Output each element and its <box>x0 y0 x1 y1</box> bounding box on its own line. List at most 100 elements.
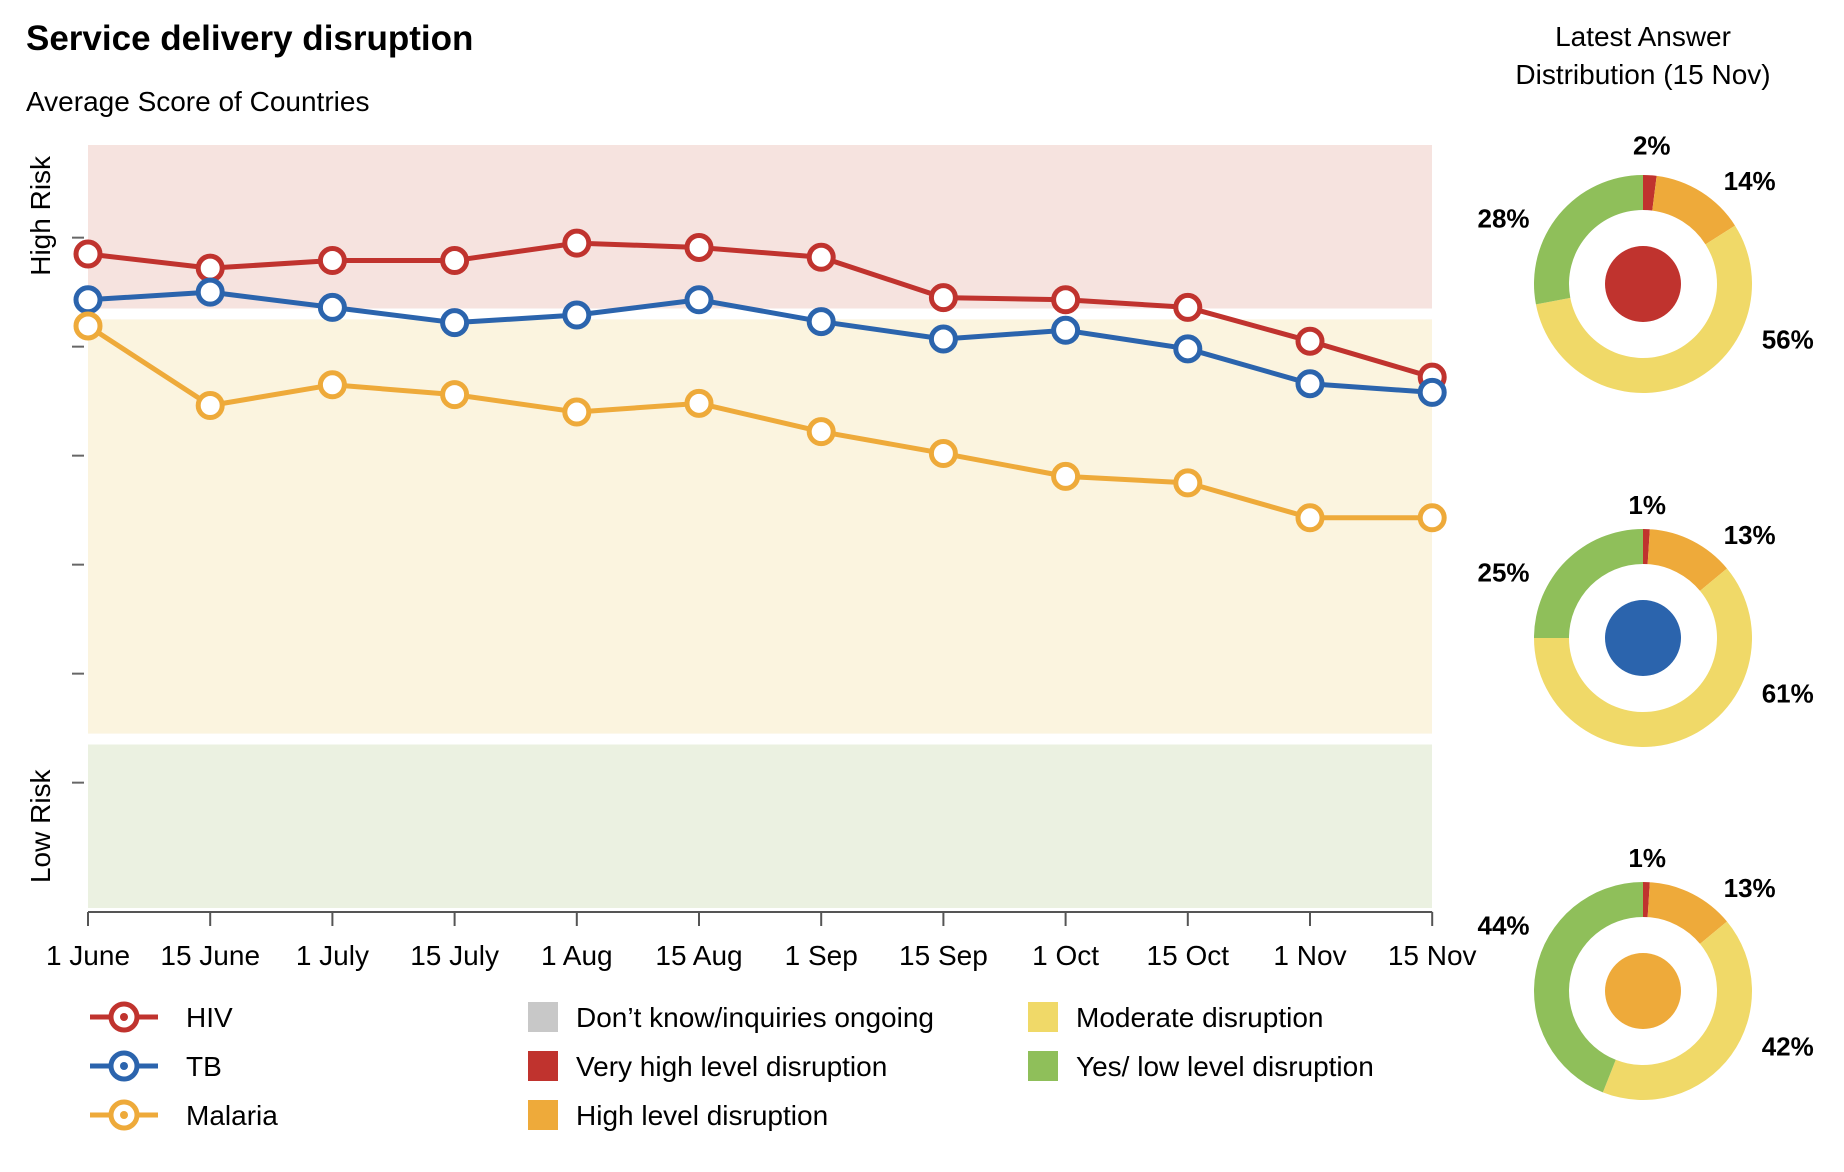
donut-slice <box>1602 921 1752 1100</box>
legend-swatch <box>1028 1002 1058 1032</box>
donut-slice-label: 1% <box>1628 843 1666 873</box>
data-point-tb <box>73 285 103 315</box>
data-point-malaria <box>928 438 958 468</box>
donut-slice-label: 28% <box>1478 204 1530 234</box>
data-point-tb <box>1173 334 1203 364</box>
data-point-hiv <box>195 253 225 283</box>
data-point-hiv <box>806 242 836 272</box>
x-tick-label: 1 Oct <box>1032 940 1099 971</box>
donut-center-tb <box>1605 600 1681 676</box>
donut-title: Latest Answer Distribution (15 Nov) <box>1515 21 1770 90</box>
donut-charts: 2% 14% 56% 28% 1% 13% 61% 25% 1% 13% 42% 44% <box>1478 130 1814 1100</box>
legend-swatch <box>528 1002 558 1032</box>
legend-label: Very high level disruption <box>576 1051 887 1082</box>
data-point-tb <box>562 300 592 330</box>
data-point-tb <box>195 277 225 307</box>
series-line-malaria <box>86 323 1433 521</box>
legend: HIV TB Malaria Don’t know/inquiries ongoing… <box>90 1001 1374 1131</box>
donut-slice <box>1534 882 1643 1093</box>
data-point-hiv <box>562 228 592 258</box>
data-point-hiv <box>928 283 958 313</box>
legend-swatch <box>1028 1051 1058 1081</box>
data-point-hiv <box>440 246 470 276</box>
x-tick-label: 15 July <box>410 940 499 971</box>
x-tick-label: 1 Aug <box>541 940 613 971</box>
legend-label: Malaria <box>186 1100 278 1131</box>
donut-slice <box>1643 529 1650 565</box>
data-point-malaria <box>562 397 592 427</box>
data-point-hiv <box>1051 285 1081 315</box>
x-tick-label: 1 Sep <box>785 940 858 971</box>
data-point-malaria <box>1173 468 1203 498</box>
donut-center-hiv <box>1605 246 1681 322</box>
x-tick-label: 15 Aug <box>655 940 742 971</box>
y-axis: High Risk Low Risk <box>25 155 84 883</box>
x-tick-label: 1 June <box>46 940 130 971</box>
legend-label: HIV <box>186 1002 233 1033</box>
x-tick-label: 15 June <box>160 940 260 971</box>
x-axis: 1 June 15 June 1 July 15 July 1 Aug 15 Aug 1 S… <box>46 911 1477 971</box>
donut-slice <box>1534 175 1643 305</box>
x-tick-label: 15 Oct <box>1147 940 1230 971</box>
y-zone-label: High Risk <box>25 155 56 276</box>
donut-slice <box>1647 882 1727 944</box>
donut-slice <box>1535 225 1752 393</box>
legend-label: Yes/ low level disruption <box>1076 1051 1374 1082</box>
donut-slice-label: 1% <box>1628 490 1666 520</box>
donut-title-line: Latest Answer <box>1555 21 1731 52</box>
donut-slice-label: 61% <box>1762 678 1814 708</box>
data-point-tb <box>1051 315 1081 345</box>
data-point-hiv <box>317 246 347 276</box>
donut-slice <box>1643 882 1650 918</box>
data-point-tb <box>1295 369 1325 399</box>
data-point-malaria <box>1417 503 1447 533</box>
legend-marker-dot <box>120 1111 128 1119</box>
donut-slice-label: 42% <box>1762 1031 1814 1061</box>
legend-label: Moderate disruption <box>1076 1002 1323 1033</box>
data-point-malaria <box>1051 461 1081 491</box>
x-tick-label: 15 Nov <box>1388 940 1477 971</box>
y-zone-label: Low Risk <box>25 768 56 883</box>
legend-label: Don’t know/inquiries ongoing <box>576 1002 934 1033</box>
donut-slice <box>1534 529 1643 638</box>
series-lines <box>73 228 1447 533</box>
donut-slice-label: 56% <box>1762 324 1814 354</box>
risk-zone-band <box>88 319 1432 734</box>
donut-slice-label: 2% <box>1633 130 1671 160</box>
chart-subtitle: Average Score of Countries <box>26 86 369 117</box>
chart-title: Service delivery disruption <box>26 19 473 58</box>
risk-zone-band <box>88 744 1432 908</box>
data-point-tb <box>928 324 958 354</box>
legend-label: TB <box>186 1051 222 1082</box>
donut-center-malaria <box>1605 953 1681 1029</box>
donut-slice-label: 13% <box>1724 873 1776 903</box>
donut-slice <box>1647 529 1727 591</box>
data-point-malaria <box>195 391 225 421</box>
data-point-hiv <box>1173 292 1203 322</box>
x-tick-label: 1 July <box>296 940 369 971</box>
risk-zones <box>88 145 1432 908</box>
data-point-malaria <box>1295 503 1325 533</box>
legend-marker-dot <box>120 1013 128 1021</box>
data-point-malaria <box>73 311 103 341</box>
legend-marker-dot <box>120 1062 128 1070</box>
donut-slice-label: 14% <box>1724 166 1776 196</box>
donut-slice <box>1652 175 1736 245</box>
legend-swatch <box>528 1100 558 1130</box>
donut-slice-label: 13% <box>1724 520 1776 550</box>
data-point-tb <box>317 292 347 322</box>
donut-slice-label: 44% <box>1478 911 1530 941</box>
legend-label: High level disruption <box>576 1100 828 1131</box>
data-point-malaria <box>806 417 836 447</box>
data-point-malaria <box>684 388 714 418</box>
risk-zone-band <box>88 145 1432 309</box>
donut-title-line: Distribution (15 Nov) <box>1515 59 1770 90</box>
data-point-hiv <box>73 239 103 269</box>
data-point-hiv <box>1295 326 1325 356</box>
data-point-malaria <box>440 380 470 410</box>
data-point-hiv <box>684 232 714 262</box>
donut-slice <box>1643 175 1657 211</box>
series-line-tb <box>87 289 1433 395</box>
